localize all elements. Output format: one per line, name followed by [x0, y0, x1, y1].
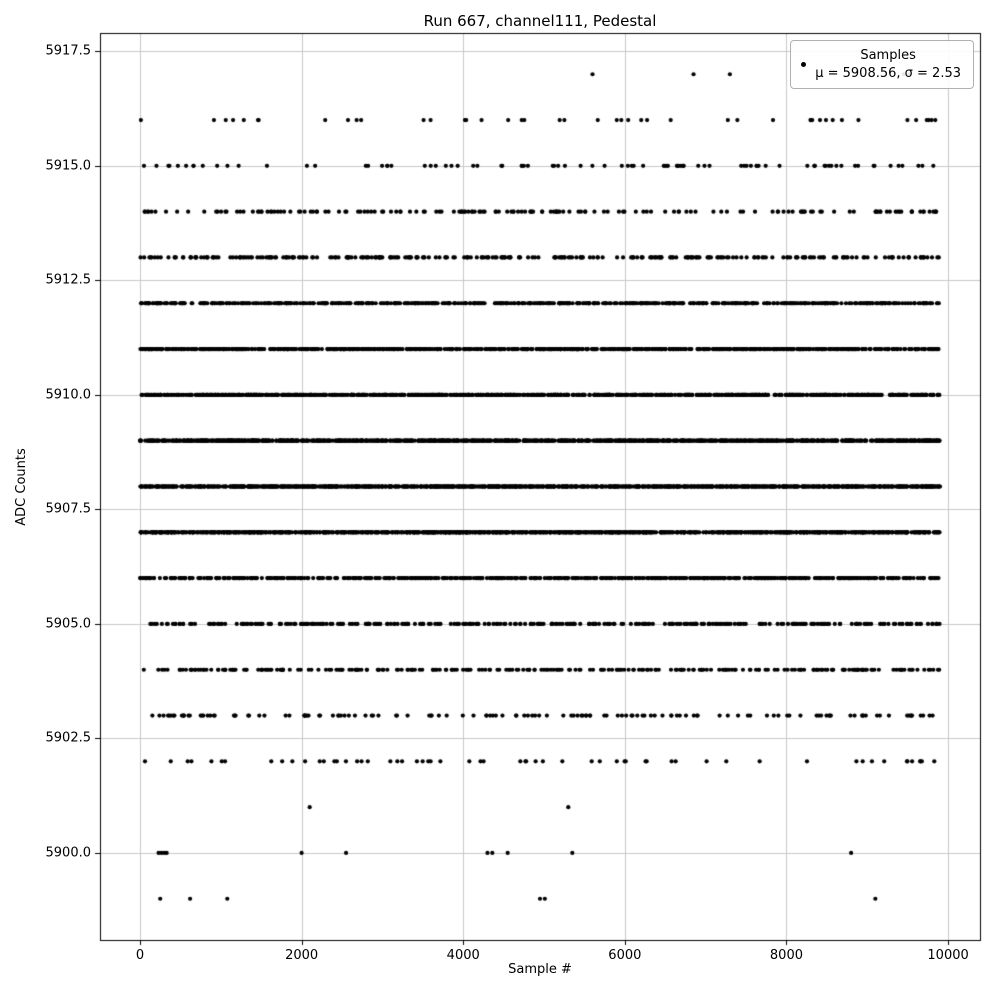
- x-tick-label: 10000: [927, 948, 969, 963]
- y-tick-label: 5907.5: [45, 501, 92, 517]
- x-tick-label: 6000: [608, 948, 642, 963]
- y-tick-label: 5912.5: [45, 272, 92, 288]
- y-tick-label: 5915.0: [45, 158, 92, 174]
- legend-marker-dot: [801, 62, 807, 68]
- y-tick-label: 5902.5: [45, 730, 92, 746]
- x-tick-label: 0: [135, 948, 145, 963]
- y-tick-label: 5917.5: [45, 43, 92, 59]
- y-tick-label: 5900.0: [45, 845, 92, 861]
- x-tick-label: 4000: [446, 948, 480, 963]
- legend-stats: μ = 5908.56, σ = 2.53: [815, 65, 961, 81]
- legend-text: Samples μ = 5908.56, σ = 2.53: [815, 47, 961, 82]
- x-tick-label: 8000: [769, 948, 803, 963]
- x-axis-label: Sample #: [508, 962, 572, 977]
- legend-label: Samples: [860, 48, 916, 63]
- chart-title: Run 667, channel111, Pedestal: [423, 12, 657, 30]
- y-tick-label: 5910.0: [45, 387, 92, 403]
- y-axis-label: ADC Counts: [14, 448, 29, 526]
- legend: Samples μ = 5908.56, σ = 2.53: [790, 40, 974, 90]
- y-tick-label: 5905.0: [45, 616, 92, 632]
- x-tick-label: 2000: [285, 948, 319, 963]
